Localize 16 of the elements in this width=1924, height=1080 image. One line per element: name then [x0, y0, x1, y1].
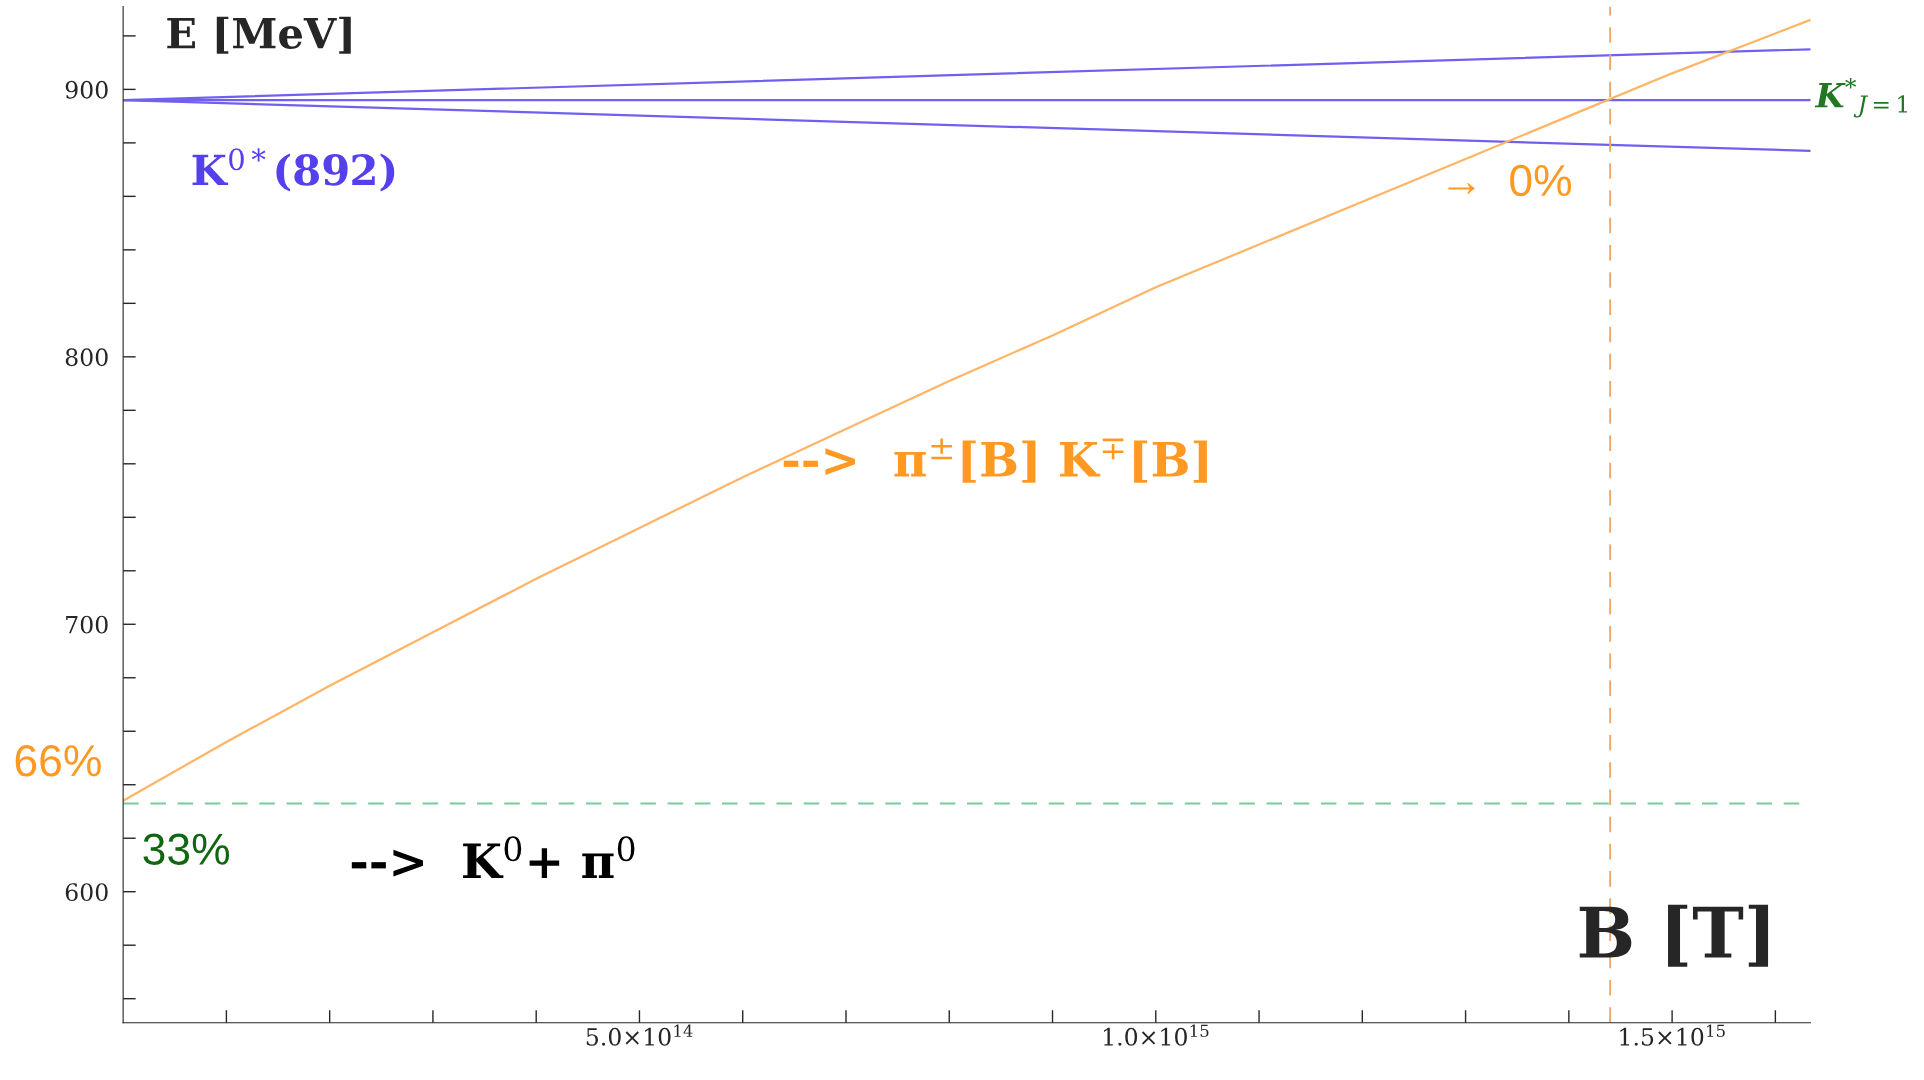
y-tick-label: 900	[65, 80, 108, 99]
annotation: --> π$^{±}$[B] K$^{∓}$[B]	[783, 438, 1207, 483]
annotation: → 0%	[1448, 164, 1572, 197]
y-tick-label: 800	[65, 348, 108, 367]
y-tick-label: 600	[65, 883, 108, 902]
y-tick-label: 700	[66, 615, 108, 634]
x-tick-label: 1.5×10$^{15}$	[1620, 1024, 1725, 1046]
text: 66%	[15, 745, 101, 777]
x-tick-label: 1.0×10$^{15}$	[1104, 1024, 1209, 1046]
annotation: --> K$^{0}$+ π$^{0}$	[351, 836, 635, 878]
x-tick-label: 5.0×10$^{14}$	[586, 1024, 693, 1046]
annotation: 33%	[143, 833, 230, 865]
y-axis-title: E [MeV]	[167, 16, 351, 54]
x-axis-title: B [T]	[1579, 904, 1769, 967]
annotation: K$^{0*}$(892)	[192, 148, 395, 192]
text: K$^{*}$$_{J=1}$	[1814, 77, 1907, 118]
